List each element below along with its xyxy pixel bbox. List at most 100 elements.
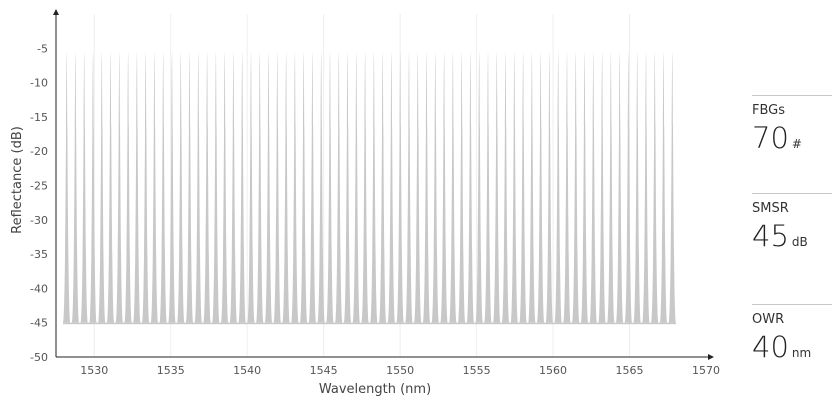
reflectance-chart: 1530 1535 1540 1545 1550 1555 1560 1565 1570 -5 -1… [10,9,720,397]
fbg-peak [150,51,159,323]
fbg-peak [616,51,624,323]
fbg-peak [177,51,185,323]
x-tick-label: 1545 [310,364,338,377]
fbg-peak [449,51,457,323]
fbg-peak [668,51,677,323]
fbg-peak [519,51,527,323]
y-axis-title: Reflectance (dB) [10,126,25,234]
fbg-peak [335,51,343,323]
fbg-peak [563,51,571,323]
fbg-peak [203,51,211,323]
stat-divider [752,95,832,96]
y-tick-label: -45 [30,317,48,330]
fbg-peak [440,51,448,323]
fbg-peak [124,51,132,323]
fbg-peak [414,51,422,323]
fbg-peak [343,51,352,323]
fbg-peak [572,51,580,323]
fbg-peak [63,51,71,323]
fbg-peak [659,51,668,323]
stat-owr: OWR 40 nm [752,304,832,370]
fbg-peak [185,51,194,323]
fbg-peak [273,51,282,323]
y-tick-label: -35 [30,248,48,261]
stat-divider [752,304,832,305]
fbg-peak [317,51,325,323]
fbg-peak [580,51,589,323]
x-tick-label: 1540 [233,364,261,377]
fbg-peak [405,51,413,323]
fbg-peak [98,51,106,323]
fbg-peak [431,51,440,323]
fbg-peak [115,51,124,323]
x-tick-label: 1565 [616,364,644,377]
fbg-peak [501,51,510,323]
peak-series [63,51,677,325]
stat-divider [752,193,832,194]
fbg-peak [308,51,317,323]
axes [53,9,714,360]
fbg-peak [493,51,501,323]
stat-label: SMSR [752,201,789,216]
stat-unit: dB [791,235,808,249]
fbg-peak [229,51,238,323]
fbg-peak [238,51,246,323]
fbg-peak [510,51,519,323]
y-tick-label: -50 [30,351,48,364]
stat-value: 40 [752,330,789,364]
fbg-peak [598,51,606,323]
fbg-peak [396,51,404,323]
fbg-peak [194,51,203,323]
stat-unit: # [791,137,802,151]
y-tick-label: -25 [30,180,48,193]
y-axis-arrow [53,9,59,15]
x-tick-label: 1555 [463,364,491,377]
fbg-peak [106,51,115,323]
y-tick-label: -5 [37,42,48,55]
fbg-peak [256,51,264,323]
noise-floor [63,322,677,325]
fbg-peak [422,51,431,323]
fbg-peak [282,51,290,323]
fbg-peak [326,51,334,323]
x-tick-label: 1570 [692,364,720,377]
y-tick-label: -10 [30,77,48,90]
x-tick-label: 1550 [386,364,414,377]
stat-value: 45 [752,219,789,253]
stat-fbgs: FBGs 70 # [752,95,832,161]
y-tick-label: -15 [30,111,48,124]
fbg-peak [537,51,545,323]
fbg-peak [607,51,615,323]
fbg-peak [361,51,369,323]
fbg-peak [484,51,492,323]
fbg-peak [466,51,475,323]
fbg-peak [80,51,88,323]
x-tick-label: 1530 [80,364,108,377]
fbg-peak [624,51,633,323]
tick-labels: 1530 1535 1540 1545 1550 1555 1560 1565 1570 -5 -1… [30,42,720,377]
fbg-peak [633,51,641,323]
fbg-peak [352,51,361,323]
stat-unit: nm [791,346,812,360]
stat-label: OWR [752,312,785,327]
stat-smsr: SMSR 45 dB [752,193,832,259]
fbg-peak [300,51,308,323]
x-tick-label: 1560 [539,364,567,377]
fbg-peak [168,51,176,323]
fbg-peak [554,51,562,323]
fbg-peak [71,51,80,323]
x-tick-label: 1535 [157,364,185,377]
fbg-peak [370,51,378,323]
fbg-peak [89,51,97,323]
x-axis-title: Wavelength (nm) [319,382,431,397]
stat-value: 70 [752,121,789,155]
y-tick-label: -30 [30,214,48,227]
fbg-peak [651,51,659,323]
fbg-peak [387,51,396,323]
fbg-peak [142,51,150,323]
fbg-peak [545,51,554,323]
fbg-peak [212,51,220,323]
fbg-peak [379,51,387,323]
y-tick-label: -20 [30,145,48,158]
fbg-peak [247,51,255,323]
